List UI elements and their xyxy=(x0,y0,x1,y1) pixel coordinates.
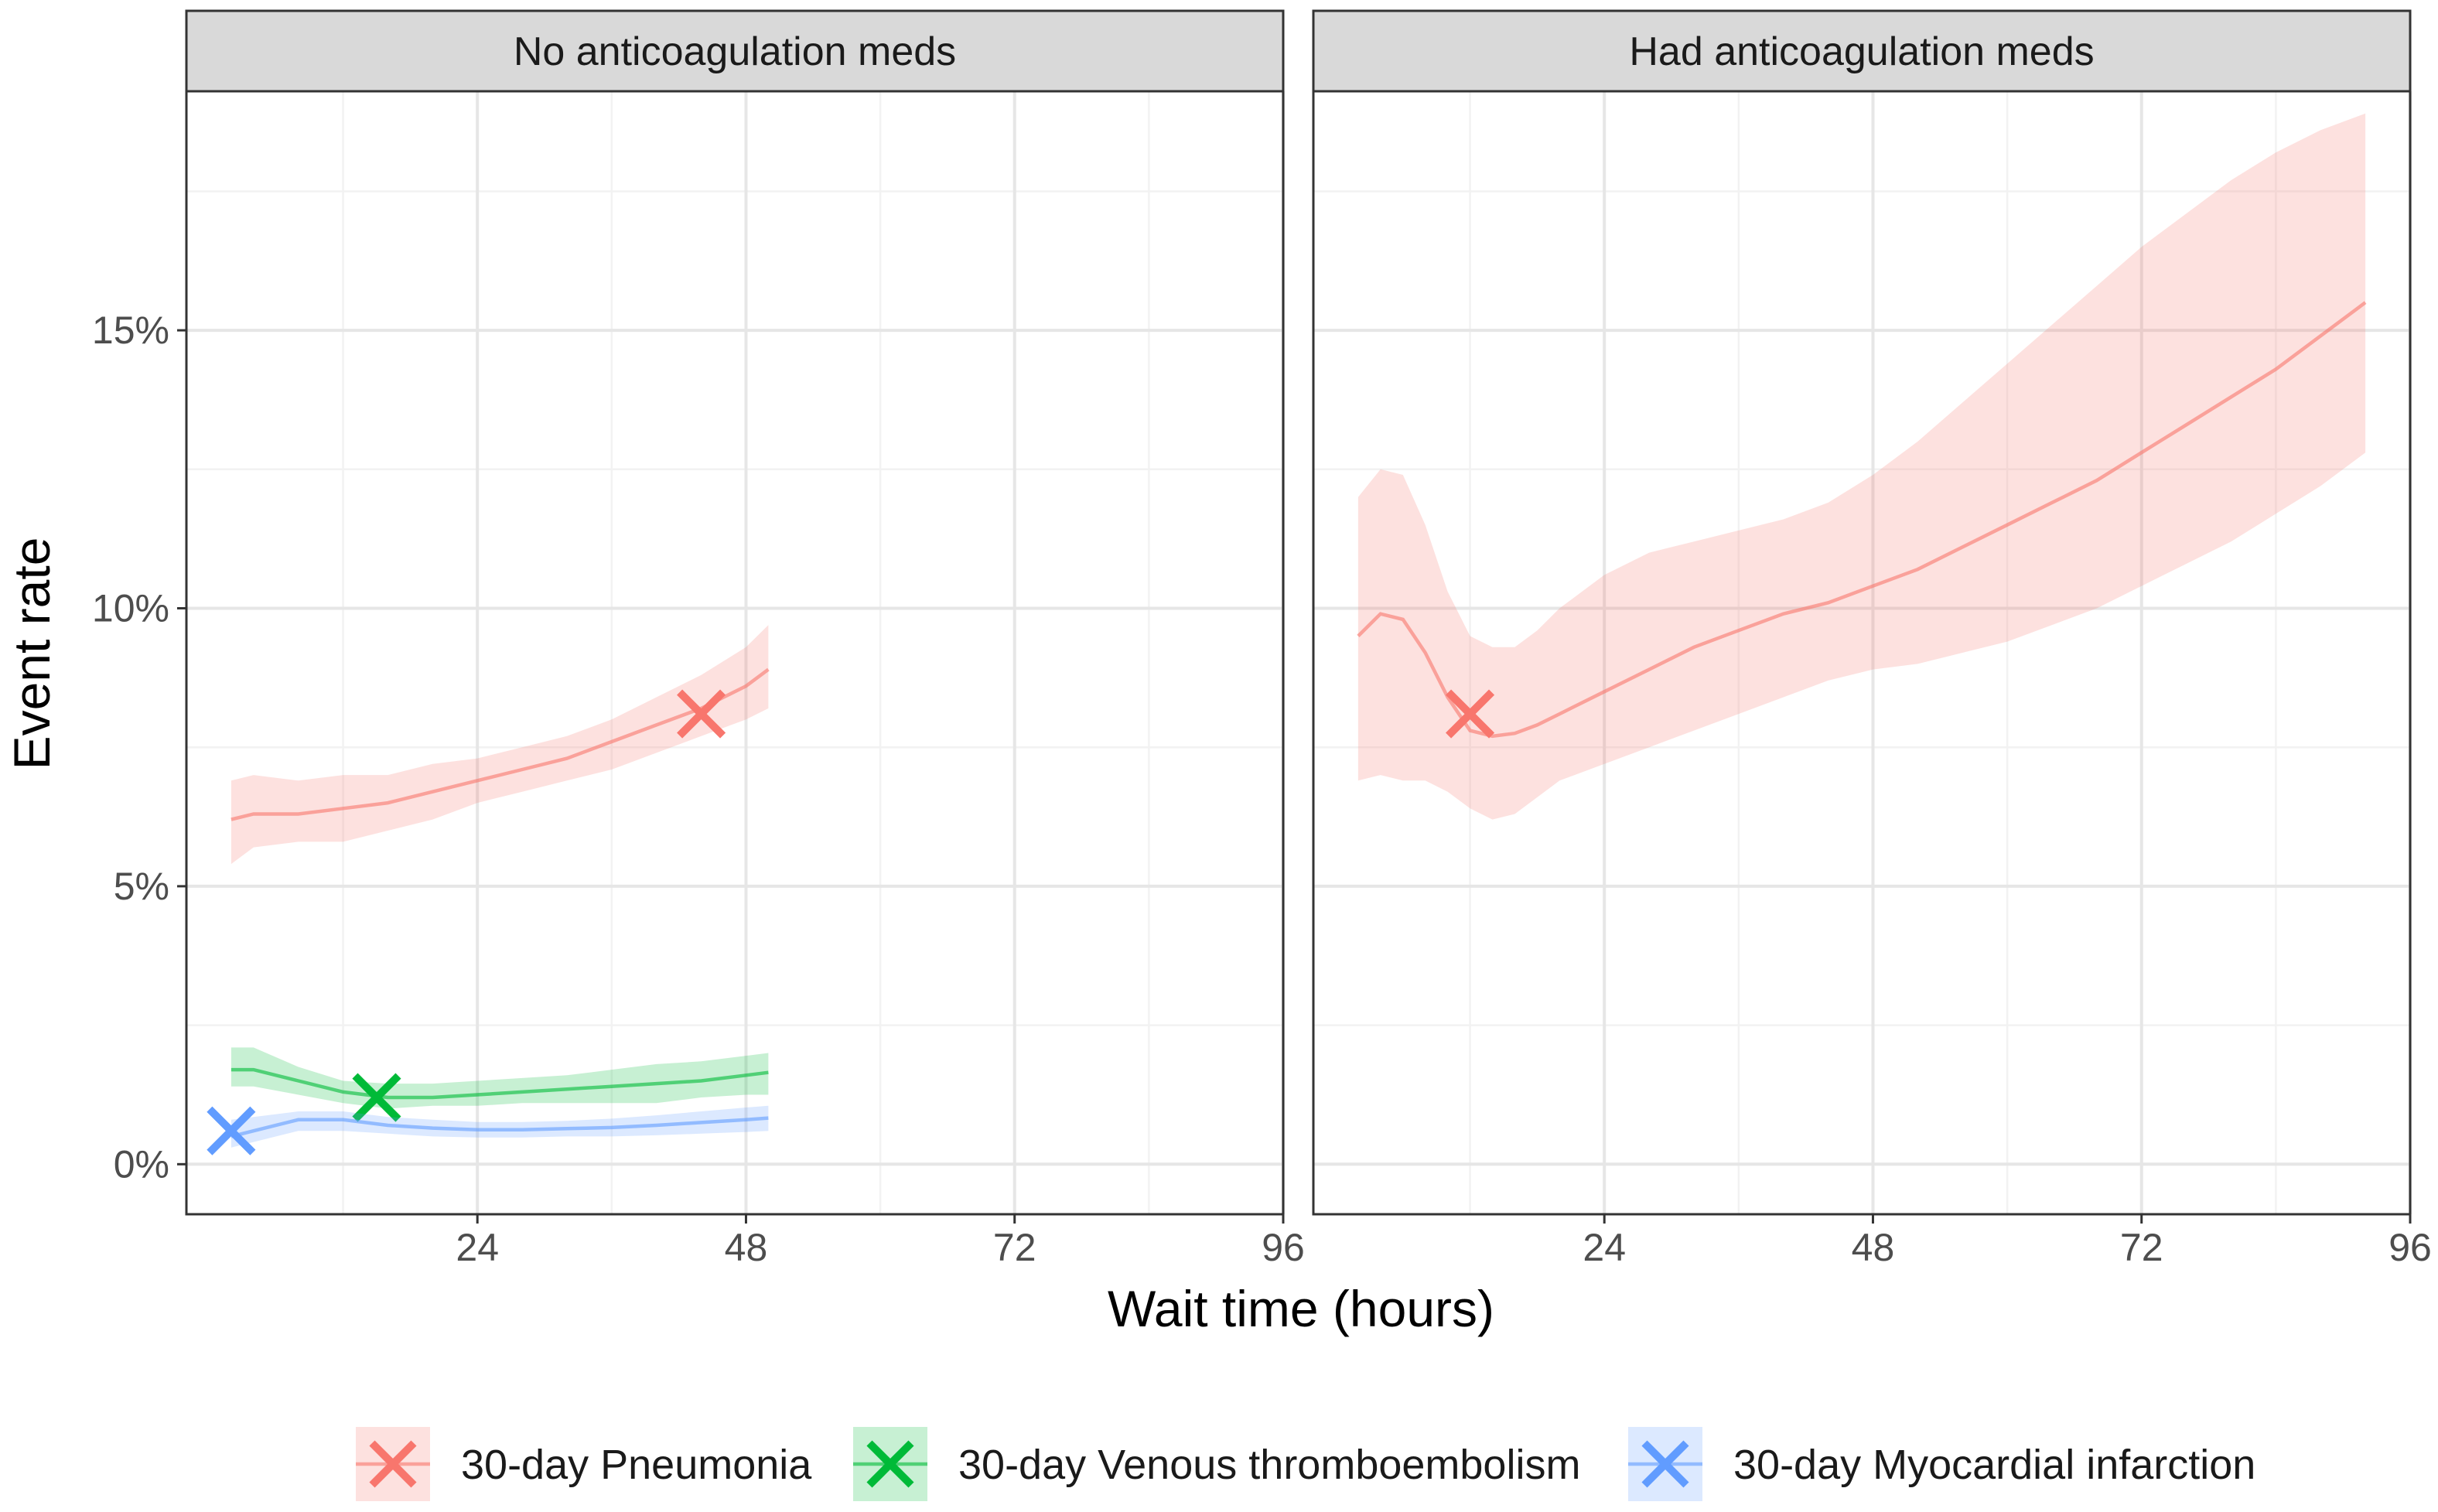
confidence-band-pneumonia xyxy=(1357,113,2366,820)
legend-item: 30-day Venous thromboembolism xyxy=(853,1427,1580,1501)
panel-strip xyxy=(1312,9,2412,93)
panel-border xyxy=(185,90,1285,1216)
series-pneumonia xyxy=(230,625,770,865)
y-tick-label: 0% xyxy=(114,1142,169,1186)
trend-line-pneumonia xyxy=(1357,301,2367,739)
panel-2: Had anticoagulation meds 24 48 72 96 xyxy=(1312,9,2432,1269)
panel-strip xyxy=(185,9,1285,93)
legend-label: 30-day Venous thromboembolism xyxy=(958,1442,1580,1488)
legend-item: 30-day Myocardial infarction xyxy=(1628,1427,2255,1501)
legend-item: 30-day Pneumonia xyxy=(356,1427,812,1501)
y-tick-label: 10% xyxy=(92,586,169,630)
x-tick-label: 72 xyxy=(993,1226,1036,1269)
x-tick-label: 48 xyxy=(725,1226,768,1269)
x-tick-label: 48 xyxy=(1852,1226,1895,1269)
series-pneumonia xyxy=(1357,113,2367,820)
x-axis-title: Wait time (hours) xyxy=(1108,1280,1494,1337)
legend: 30-day Pneumonia 30-day Venous thromboemb… xyxy=(356,1427,2255,1501)
panel-border xyxy=(1312,90,2412,1216)
x-tick-label: 72 xyxy=(2120,1226,2163,1269)
marker-stroke xyxy=(207,1106,256,1155)
marker-stroke xyxy=(677,689,726,739)
x-marker-pneumonia xyxy=(677,689,726,739)
panel-title: Had anticoagulation meds xyxy=(1629,29,2094,74)
panel-1: No anticoagulation meds 24 48 72 96 0% 5% 10% 15… xyxy=(92,9,1305,1269)
legend-label: 30-day Myocardial infarction xyxy=(1733,1442,2255,1488)
y-tick-label: 15% xyxy=(92,309,169,352)
y-tick-label: 5% xyxy=(114,865,169,908)
legend-key-marker xyxy=(369,1440,417,1488)
x-marker-vte xyxy=(352,1073,401,1122)
x-marker-mi xyxy=(207,1106,256,1155)
series-vte xyxy=(230,1047,769,1122)
legend-key-marker xyxy=(866,1440,914,1488)
trend-line-mi xyxy=(230,1116,769,1138)
x-tick-label: 96 xyxy=(2388,1226,2432,1269)
panel-title: No anticoagulation meds xyxy=(514,29,956,74)
plot-background xyxy=(186,91,1283,1214)
panels: No anticoagulation meds 24 48 72 96 0% 5% 10% 15… xyxy=(92,9,2432,1269)
x-marker-pneumonia xyxy=(1446,689,1495,739)
plot-background xyxy=(1313,91,2410,1214)
trend-line-vte xyxy=(230,1067,769,1100)
x-tick-label: 24 xyxy=(1583,1226,1626,1269)
legend-key-marker xyxy=(1641,1440,1689,1488)
marker-stroke xyxy=(1446,689,1495,739)
series-mi xyxy=(207,1105,769,1155)
x-tick-label: 24 xyxy=(456,1226,499,1269)
y-axis-title: Event rate xyxy=(3,538,60,770)
confidence-band-mi xyxy=(230,1105,769,1148)
x-tick-label: 96 xyxy=(1262,1226,1305,1269)
marker-stroke xyxy=(352,1073,401,1122)
legend-label: 30-day Pneumonia xyxy=(461,1442,812,1488)
